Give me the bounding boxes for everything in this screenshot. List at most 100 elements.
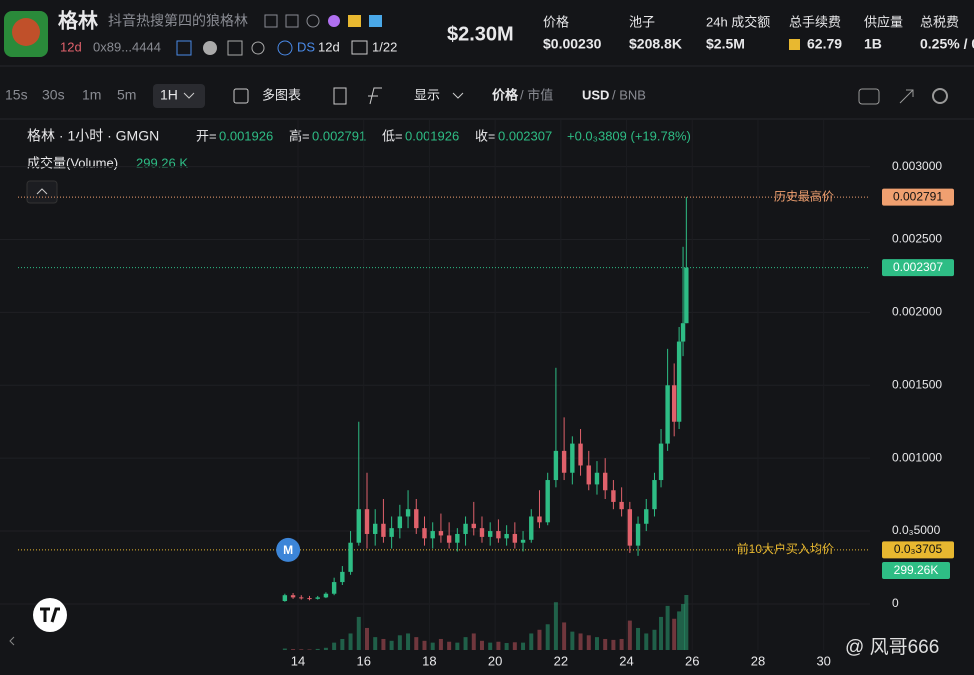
- holders-count: 1/22: [372, 39, 397, 54]
- volume-bar: [665, 605, 670, 650]
- metric-value: 0.25% / 0: [920, 36, 974, 52]
- tradingview-mark: [40, 607, 60, 623]
- scroll-left[interactable]: [9, 636, 15, 646]
- metric-label: 池子: [629, 14, 655, 29]
- y-tick-label: 0.001000: [892, 450, 942, 464]
- volume-bar: [684, 595, 689, 650]
- candle-body: [504, 533, 509, 539]
- candle-body: [348, 542, 353, 572]
- bnb-toggle[interactable]: / BNB: [612, 87, 646, 102]
- note-icon[interactable]: [227, 40, 243, 56]
- volume-bar: [529, 633, 534, 650]
- candle-body: [644, 509, 649, 524]
- marker[interactable]: [276, 537, 301, 562]
- people-icon: [348, 15, 361, 27]
- candle-body: [364, 509, 370, 534]
- display-menu[interactable]: 显示: [414, 87, 440, 102]
- candle-body: [635, 523, 641, 546]
- volume-bar: [406, 633, 411, 650]
- candle-body: [373, 523, 378, 534]
- volume-bar: [504, 643, 509, 650]
- indicator-icon[interactable]: [368, 87, 382, 105]
- share-icon[interactable]: [306, 14, 320, 28]
- volume-bar: [455, 642, 460, 650]
- settings-icon[interactable]: [932, 88, 948, 104]
- ds-age: 12d: [318, 39, 340, 54]
- chevron: [452, 92, 464, 99]
- metric-label: 总手续费: [789, 14, 841, 29]
- metric-value: $208.8K: [629, 36, 682, 52]
- y-tick-label: 0.002000: [892, 305, 942, 319]
- metric-label: 价格: [543, 14, 569, 29]
- volume-bar: [611, 639, 616, 650]
- candle-body: [520, 539, 526, 543]
- tradingview-logo[interactable]: [33, 598, 67, 632]
- volume-bar: [553, 602, 558, 650]
- price-line-label: 历史最高价: [774, 188, 834, 203]
- copy-icon[interactable]: [285, 14, 299, 28]
- candle-body: [438, 531, 444, 536]
- candle-type-icon[interactable]: [333, 87, 347, 105]
- volume-bar: [389, 640, 394, 650]
- volume-bar: [570, 631, 575, 650]
- volume-bar: [307, 649, 312, 650]
- candle-body: [496, 531, 501, 539]
- holders-icon[interactable]: [176, 40, 192, 56]
- price-toggle[interactable]: 价格: [492, 87, 519, 102]
- candle-body: [381, 523, 386, 537]
- x-tick-label: 14: [291, 653, 305, 668]
- metrics: 价格 $0.00230 池子 $208.8K 24h 成交额 $2.5M 总手续费 62.79…: [543, 14, 974, 51]
- ds-label: DS: [297, 39, 315, 54]
- chart-icon[interactable]: [203, 41, 217, 55]
- candle-body: [676, 341, 682, 422]
- volume-bar: [471, 633, 476, 650]
- volume-bar: [562, 622, 567, 650]
- metric-value: 62.79: [807, 36, 842, 52]
- volume-bar: [463, 637, 468, 650]
- checkbox[interactable]: [233, 88, 249, 104]
- candle-body: [340, 571, 345, 583]
- volume-bar: [315, 648, 320, 650]
- candle-body: [299, 597, 304, 599]
- volume-bar: [381, 638, 386, 650]
- chevron: [183, 92, 195, 99]
- interval[interactable]: 1m: [82, 87, 101, 103]
- collapse-button[interactable]: [26, 180, 58, 204]
- ds-icon[interactable]: [277, 40, 293, 56]
- fullscreen-icon[interactable]: [899, 89, 914, 104]
- search-icon[interactable]: [251, 41, 265, 55]
- volume-bar: [373, 637, 378, 650]
- usd-toggle[interactable]: USD: [582, 87, 609, 102]
- volume-bar: [447, 641, 452, 650]
- volume-bar: [545, 624, 550, 650]
- change: +0.0₃3809 (+19.78%): [567, 128, 691, 143]
- mcap-toggle[interactable]: / 市值: [520, 87, 553, 102]
- multi-chart[interactable]: 多图表: [262, 87, 301, 102]
- camera-icon[interactable]: [858, 88, 880, 105]
- metric-label: 总税费: [920, 14, 959, 29]
- volume-bar: [644, 633, 649, 650]
- ohlc-value: 0.001926: [405, 128, 459, 143]
- edit-icon[interactable]: [264, 14, 278, 28]
- candle-body: [331, 582, 337, 594]
- candle-body: [414, 509, 419, 529]
- candle-body: [553, 450, 559, 481]
- interval[interactable]: 5m: [117, 87, 136, 103]
- price-tag: [882, 188, 954, 206]
- candle-body: [578, 443, 583, 466]
- candle-body: [586, 465, 591, 485]
- metric-value: $0.00230: [543, 36, 602, 52]
- candle-body: [356, 509, 361, 543]
- interval[interactable]: 1H: [160, 87, 178, 103]
- interval[interactable]: 30s: [42, 87, 65, 103]
- volume-bar: [521, 642, 526, 650]
- interval[interactable]: 15s: [5, 87, 28, 103]
- candle-body: [512, 533, 518, 543]
- candle-body: [602, 472, 608, 491]
- candle-body: [680, 323, 686, 342]
- candle-body: [446, 535, 452, 543]
- candle-body: [471, 523, 476, 529]
- volume-bar: [414, 637, 419, 650]
